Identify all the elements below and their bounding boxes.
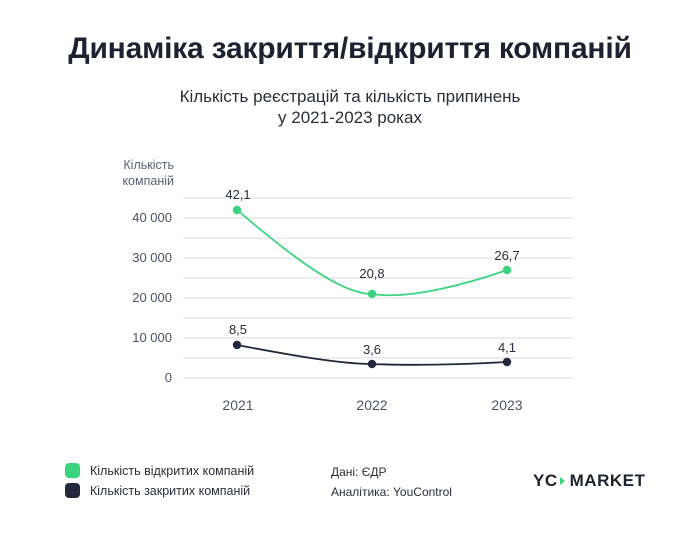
data-label-closed-2023: 4,1 bbox=[498, 340, 516, 355]
data-label-closed-2021: 8,5 bbox=[229, 322, 247, 337]
y-tick-0: 0 bbox=[164, 370, 172, 385]
legend-swatch-green-icon bbox=[65, 463, 80, 478]
closed-series-points bbox=[232, 340, 512, 369]
legend-swatch-dark-icon bbox=[65, 483, 80, 498]
subtitle-line-2: у 2021-2023 роках bbox=[278, 108, 422, 127]
logo-arrow-icon bbox=[559, 477, 565, 485]
opened-series-points bbox=[232, 205, 512, 299]
chart-subtitle: Кількість реєстрацій та кількість припин… bbox=[0, 86, 700, 128]
legend-label-closed: Кількість закритих компаній bbox=[90, 483, 251, 498]
y-axis-label-line-1: Кількість bbox=[123, 158, 174, 172]
legend-item-closed: Кількість закритих компаній bbox=[65, 483, 250, 498]
y-tick-40000: 40 000 bbox=[132, 210, 172, 225]
source-data: Дані: ЄДР bbox=[331, 465, 387, 479]
gridlines bbox=[183, 197, 572, 379]
subtitle-line-1: Кількість реєстрацій та кількість припин… bbox=[179, 87, 521, 106]
x-tick-2021: 2021 bbox=[222, 397, 254, 413]
x-tick-2023: 2023 bbox=[491, 397, 523, 413]
opened-series-line bbox=[236, 209, 508, 297]
y-tick-10000: 10 000 bbox=[132, 330, 172, 345]
y-axis-label: Кількість компаній bbox=[100, 157, 174, 189]
y-axis-label-line-2: компаній bbox=[122, 174, 174, 188]
y-tick-20000: 20 000 bbox=[132, 290, 172, 305]
source-analytics: Аналітика: YouControl bbox=[331, 485, 452, 499]
data-label-opened-2022: 20,8 bbox=[359, 266, 384, 281]
legend-item-opened: Кількість відкритих компаній bbox=[65, 463, 254, 478]
legend-label-opened: Кількість відкритих компаній bbox=[90, 463, 255, 478]
y-tick-30000: 30 000 bbox=[132, 250, 172, 265]
data-label-opened-2021: 42,1 bbox=[225, 187, 250, 202]
yc-market-logo: YC MARKET bbox=[533, 471, 645, 491]
logo-yc: YC bbox=[533, 471, 558, 490]
x-tick-2022: 2022 bbox=[356, 397, 388, 413]
logo-market: MARKET bbox=[569, 471, 646, 490]
data-label-opened-2023: 26,7 bbox=[494, 248, 519, 263]
chart-title: Динаміка закриття/відкриття компаній bbox=[68, 32, 632, 65]
data-label-closed-2022: 3,6 bbox=[363, 342, 381, 357]
